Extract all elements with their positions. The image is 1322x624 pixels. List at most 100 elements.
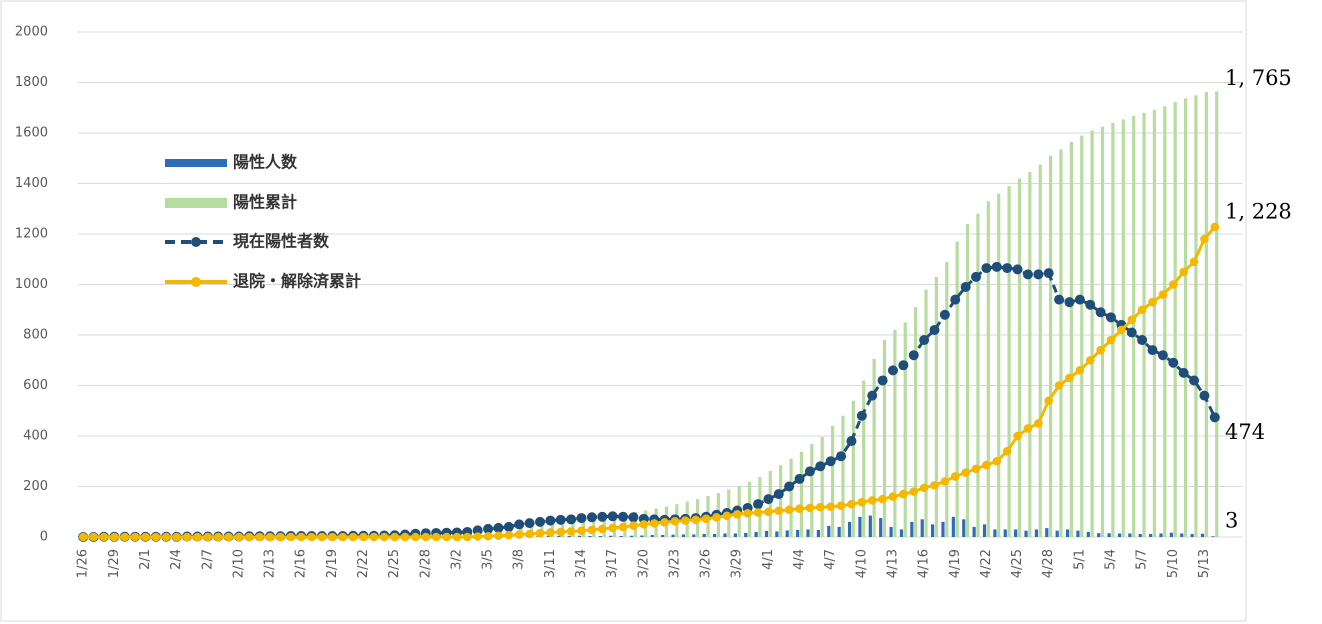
bar	[1111, 122, 1115, 538]
marker	[691, 515, 701, 525]
x-tick-label: 3/23	[667, 549, 682, 578]
x-tick-label: 2/7	[200, 549, 215, 570]
x-tick-label: 4/19	[948, 549, 963, 578]
marker	[753, 508, 763, 517]
bar	[744, 532, 748, 537]
marker	[78, 532, 88, 542]
marker	[99, 532, 109, 542]
marker	[1147, 345, 1158, 356]
x-tick-label: 3/8	[512, 549, 527, 570]
x-tick-label: 3/2	[449, 549, 464, 570]
bar	[764, 530, 769, 537]
marker	[639, 520, 649, 529]
marker	[576, 513, 587, 524]
bar	[1055, 530, 1059, 537]
marker	[753, 499, 764, 510]
bar	[692, 534, 696, 537]
marker	[763, 494, 774, 505]
x-tick-label: 1/26	[76, 549, 91, 578]
marker	[1127, 315, 1137, 325]
marker	[981, 263, 992, 274]
marker	[286, 532, 296, 542]
marker	[452, 532, 462, 542]
bar	[1163, 106, 1167, 538]
marker	[795, 504, 804, 514]
legend-label: 陽性累計	[233, 193, 297, 212]
bar	[868, 515, 872, 537]
x-tick-label: 4/10	[854, 549, 869, 578]
bar	[1132, 115, 1136, 537]
marker	[463, 532, 472, 542]
marker	[472, 525, 483, 536]
annotation: 1, 228	[1225, 199, 1292, 223]
marker	[1137, 305, 1147, 315]
bar	[796, 529, 800, 537]
marker	[1085, 299, 1096, 310]
x-tick-label: 1/29	[107, 549, 122, 578]
bar	[997, 193, 1001, 537]
marker	[1095, 307, 1106, 318]
bar	[1007, 186, 1011, 537]
marker	[493, 522, 504, 533]
bar	[557, 535, 561, 537]
bar	[934, 276, 938, 537]
marker	[618, 511, 629, 522]
marker	[660, 518, 669, 527]
marker	[534, 516, 545, 527]
bar	[920, 519, 924, 537]
marker	[213, 532, 223, 542]
bar	[1149, 533, 1153, 537]
bar	[768, 470, 772, 537]
x-tick-label: 3/20	[636, 549, 651, 578]
bar	[851, 400, 855, 537]
marker	[825, 456, 836, 467]
marker	[110, 532, 119, 542]
marker	[649, 519, 659, 528]
legend-label: 現在陽性者数	[233, 232, 330, 251]
marker	[597, 524, 607, 534]
bar	[837, 526, 841, 537]
marker	[577, 526, 586, 535]
marker	[1189, 375, 1200, 386]
bar	[899, 529, 904, 537]
bar	[982, 524, 987, 537]
marker	[473, 532, 483, 541]
bar	[588, 535, 592, 537]
marker	[764, 507, 773, 517]
marker	[1033, 269, 1044, 280]
marker	[1022, 269, 1033, 280]
marker	[1168, 357, 1179, 368]
marker	[846, 436, 857, 447]
marker	[1054, 381, 1064, 390]
bar	[1038, 164, 1042, 537]
marker	[794, 473, 805, 484]
bar	[1128, 533, 1132, 537]
marker	[847, 499, 856, 509]
marker	[556, 527, 566, 537]
marker	[1158, 290, 1168, 299]
marker	[826, 502, 835, 512]
bar	[785, 530, 789, 537]
marker	[971, 271, 982, 282]
bar	[882, 340, 887, 537]
marker	[587, 525, 597, 535]
bar	[1086, 531, 1090, 537]
x-tick-label: 2/19	[325, 549, 340, 578]
marker	[151, 532, 161, 542]
legend-label: 退院・解除済累計	[233, 272, 361, 291]
marker	[182, 532, 192, 542]
marker	[1034, 419, 1043, 428]
bar	[1017, 178, 1022, 537]
marker	[390, 532, 399, 542]
bar	[650, 534, 654, 537]
marker	[193, 532, 202, 542]
marker	[483, 531, 493, 541]
bar	[1190, 533, 1194, 537]
bar	[1024, 530, 1028, 537]
marker	[359, 532, 368, 542]
marker	[815, 461, 826, 472]
legend-marker	[191, 237, 201, 247]
y-tick-label: 2000	[15, 25, 48, 40]
marker	[245, 532, 254, 542]
marker	[1054, 294, 1065, 305]
